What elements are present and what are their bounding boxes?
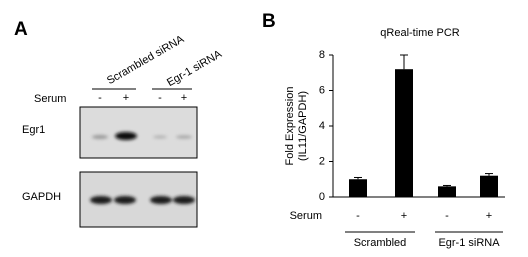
group-label: Egr-1 siRNA (165, 48, 225, 89)
x-tick-label: + (401, 210, 407, 222)
y-tick-label: 8 (319, 49, 325, 61)
bar (480, 175, 498, 197)
bar (349, 179, 367, 197)
group-label: Egr-1 siRNA (438, 237, 500, 249)
y-axis-label: Fold Expression (284, 87, 296, 166)
x-tick-label: - (356, 210, 360, 222)
y-axis-label: (IL11/GAPDH) (297, 91, 309, 161)
row-label: Serum (34, 93, 66, 105)
serum-sign: + (123, 92, 129, 104)
row-label: Serum (290, 210, 322, 222)
y-tick-label: 2 (319, 155, 325, 167)
panel-label: B (262, 11, 276, 32)
bar (395, 69, 413, 197)
x-tick-label: - (445, 210, 449, 222)
panel-label: A (14, 19, 28, 40)
chart-title: qReal-time PCR (380, 27, 460, 39)
y-tick-label: 0 (319, 191, 325, 203)
group-label: Scrambled (354, 237, 407, 249)
serum-sign: - (98, 92, 102, 104)
y-tick-label: 4 (319, 120, 325, 132)
bar (438, 186, 456, 197)
serum-sign: - (158, 92, 162, 104)
blot-label: Egr1 (22, 124, 45, 136)
x-tick-label: + (486, 210, 492, 222)
blot-gapdh (79, 171, 198, 228)
serum-sign: + (181, 92, 187, 104)
y-tick-label: 6 (319, 84, 325, 96)
blot-label: GAPDH (22, 191, 61, 203)
blot-egr1 (79, 106, 198, 159)
